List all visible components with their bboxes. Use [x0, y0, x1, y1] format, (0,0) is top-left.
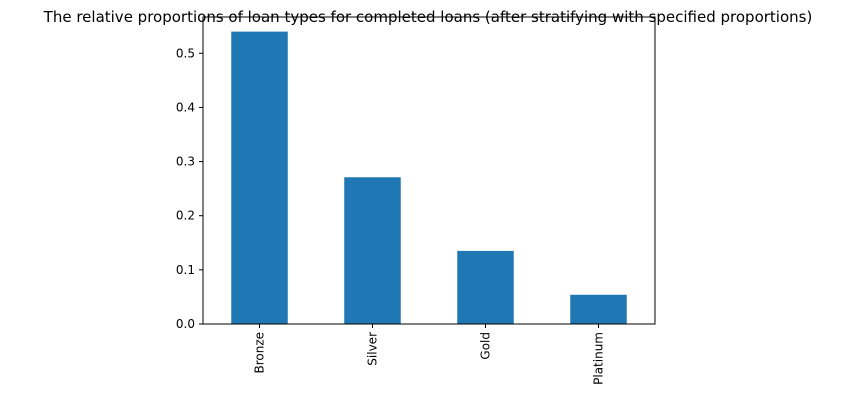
bar-bronze	[231, 31, 288, 324]
x-tick-label-platinum: Platinum	[592, 332, 606, 385]
x-tick-label-bronze: Bronze	[253, 332, 267, 374]
y-tick-label: 0.0	[176, 317, 195, 331]
y-tick-label: 0.2	[176, 209, 195, 223]
x-tick-label-silver: Silver	[366, 332, 380, 366]
y-tick-label: 0.3	[176, 155, 195, 169]
y-tick-label: 0.5	[176, 46, 195, 60]
y-tick-label: 0.4	[176, 100, 195, 114]
bar-platinum	[570, 294, 627, 324]
bar-silver	[344, 177, 401, 324]
x-tick-label-gold: Gold	[479, 332, 493, 360]
bar-gold	[457, 250, 514, 324]
plot-area: 0.0 0.1 0.2 0.3 0.4 0.5 Bronze Silver Gold Platin…	[176, 16, 656, 385]
axes-frame	[202, 16, 656, 325]
y-tick-label: 0.1	[176, 263, 195, 277]
